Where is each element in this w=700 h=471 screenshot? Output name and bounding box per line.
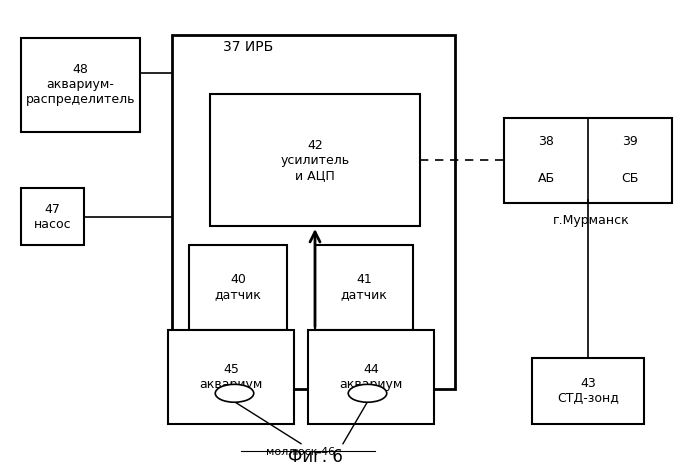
Text: 44
аквариум: 44 аквариум [340, 363, 402, 391]
Text: моллюск 46: моллюск 46 [267, 447, 335, 456]
FancyBboxPatch shape [21, 188, 84, 245]
FancyBboxPatch shape [172, 35, 455, 389]
Text: Фиг. 6: Фиг. 6 [288, 448, 342, 466]
FancyBboxPatch shape [189, 245, 287, 330]
FancyBboxPatch shape [21, 38, 140, 132]
FancyBboxPatch shape [532, 358, 644, 424]
FancyBboxPatch shape [315, 245, 413, 330]
Text: 47
насос: 47 насос [34, 203, 71, 231]
FancyBboxPatch shape [308, 330, 434, 424]
Text: 42
усилитель
и АЦП: 42 усилитель и АЦП [281, 138, 349, 182]
Ellipse shape [216, 384, 253, 402]
Text: 39: 39 [622, 135, 638, 148]
Text: СБ: СБ [622, 172, 638, 185]
Text: 40
датчик: 40 датчик [215, 273, 261, 301]
Text: 38: 38 [538, 135, 554, 148]
Text: 48
аквариум-
распределитель: 48 аквариум- распределитель [26, 63, 135, 106]
FancyBboxPatch shape [210, 94, 420, 226]
Text: АБ: АБ [538, 172, 554, 185]
Ellipse shape [349, 384, 386, 402]
Text: 41
датчик: 41 датчик [341, 273, 387, 301]
Text: 37 ИРБ: 37 ИРБ [223, 40, 274, 54]
Text: 45
аквариум: 45 аквариум [199, 363, 262, 391]
FancyBboxPatch shape [504, 118, 672, 203]
FancyBboxPatch shape [168, 330, 294, 424]
Text: г.Мурманск: г.Мурманск [553, 214, 630, 227]
Text: 43
СТД-зонд: 43 СТД-зонд [557, 377, 619, 405]
